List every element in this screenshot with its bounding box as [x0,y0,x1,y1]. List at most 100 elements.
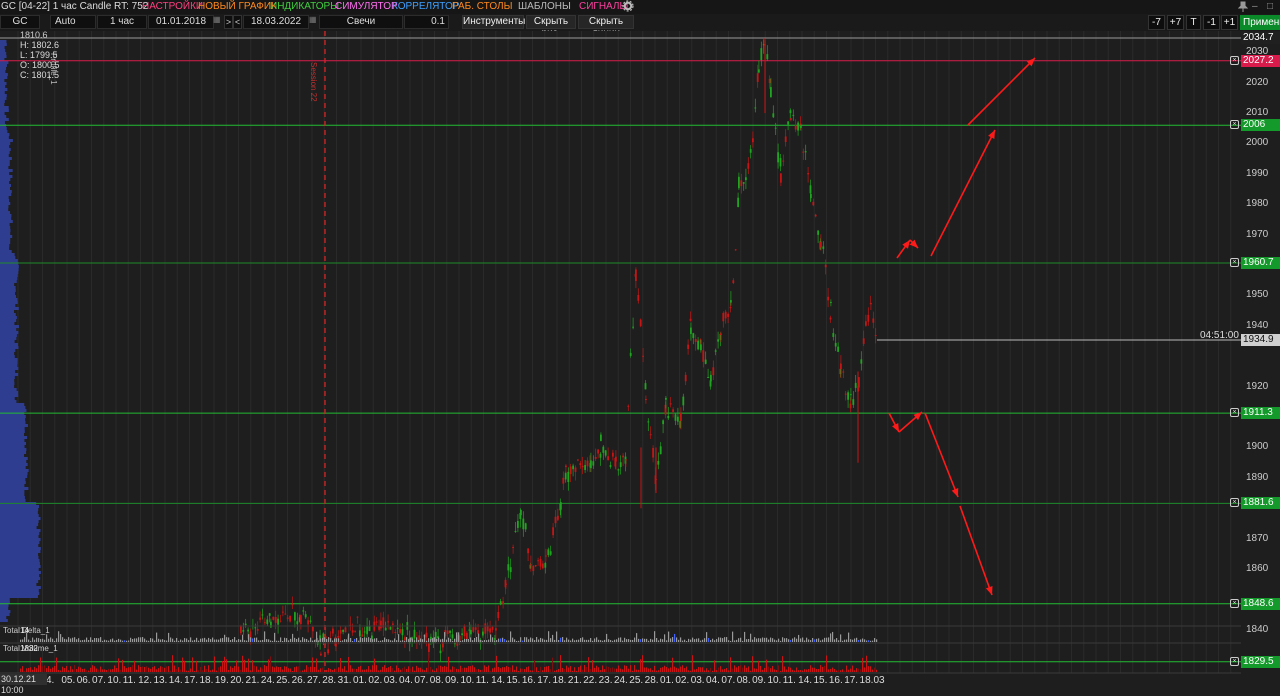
maximize-button[interactable]: □ [1267,1,1274,12]
menu-signals[interactable]: СИГНАЛЫ [579,1,629,12]
candle [754,107,757,109]
volume-bar [666,666,668,672]
volume-bar [608,666,610,672]
menu-correlator[interactable]: КОРРЕЛЯТОР [392,1,460,12]
tools-button[interactable]: Инструменты [462,15,526,29]
volume-bar [162,666,164,672]
volume-bar [862,657,864,672]
menu-indicators[interactable]: ИНДИКАТОРЫ [270,1,340,12]
delta-bar [352,640,354,642]
gear-icon[interactable] [622,0,634,16]
hide-lines-button[interactable]: Скрыть линии [578,15,634,39]
close-level-icon[interactable]: × [1230,498,1239,508]
date-to-field[interactable]: 18.03.2022 [243,15,309,29]
menu-new-chart[interactable]: НОВЫЙ ГРАФИК [198,1,277,12]
volume-bar [560,655,562,672]
close-level-icon[interactable]: × [1230,408,1239,418]
close-level-icon[interactable]: × [1230,55,1239,65]
volume-bar [350,665,352,672]
profile-bar [0,304,16,307]
close-level-icon[interactable]: × [1230,598,1239,608]
shift-back-7-button[interactable]: -7 [1148,15,1165,30]
y-tick-label: 2000 [1246,137,1269,149]
x-tick-label: 4. [46,675,55,686]
menu-templates[interactable]: ШАБЛОНЫ [518,1,571,12]
menu-simulator[interactable]: СИМУЛЯТОР [335,1,398,12]
nav-back-button[interactable]: < [233,15,242,29]
calendar-icon[interactable]: ▦ [309,15,317,24]
delta-bar [612,640,614,642]
candle [872,318,875,323]
apply-button[interactable]: Применить [1240,15,1280,30]
delta-pane-value: 14 [20,626,29,635]
delta-bar [60,634,62,642]
volume-bar [822,666,824,672]
x-tick-label: 23. [598,675,613,686]
volume-bar [84,668,86,672]
candle [547,549,550,556]
calendar-icon[interactable]: ▦ [213,15,221,24]
chart-type-select[interactable]: Свечи [319,15,403,29]
volume-bar [522,668,524,672]
volume-bar [624,665,626,672]
pin-icon[interactable] [1237,1,1249,17]
delta-bar [618,637,620,642]
volume-bar [576,670,578,672]
shift-forward-1-button[interactable]: +1 [1221,15,1238,30]
close-level-icon[interactable]: × [1230,656,1239,666]
close-level-icon[interactable]: × [1230,120,1239,130]
price-chart[interactable] [0,31,1280,685]
minimize-button[interactable]: – [1252,1,1258,12]
candle [296,621,299,625]
profile-bar [0,550,41,553]
delta-bar [148,640,150,642]
volume-bar [412,666,414,672]
volume-bar [516,666,518,672]
volume-bar [254,665,256,672]
volume-bar [554,670,556,672]
candle [247,629,249,632]
menu-workspaces[interactable]: РАБ. СТОЛЫ [452,1,513,12]
volume-bar [256,666,258,672]
symbol-field[interactable]: GC [0,15,40,29]
candle [339,630,342,634]
delta-bar [122,640,124,642]
nav-forward-button[interactable]: > [224,15,233,29]
candle [667,415,670,419]
delta-bar [222,637,224,642]
delta-bar [86,637,88,642]
shift-back-1-button[interactable]: -1 [1203,15,1220,30]
today-button[interactable]: T [1186,15,1201,30]
menu-settings[interactable]: НАСТРОЙКИ [142,1,204,12]
timeframe-select[interactable]: 1 час [97,15,147,29]
profile-bar [0,577,41,580]
scale-select[interactable]: Auto [50,15,96,29]
hide-drawings-button[interactable]: Скрыть рис. [526,15,576,39]
profile-bar [0,457,28,460]
delta-bar [206,639,208,642]
volume-bar [708,670,710,672]
profile-label: Profile_1 [49,53,58,85]
step-field[interactable]: 0.1 [404,15,449,29]
candle [442,640,444,648]
close-level-icon[interactable]: × [1230,257,1239,267]
volume-bar [494,667,496,672]
delta-bar [274,632,276,642]
delta-bar [694,639,696,642]
volume-bar [654,665,656,672]
date-from-field[interactable]: 01.01.2018 [148,15,214,29]
forecast-arrows[interactable] [888,57,1036,596]
profile-bar [0,73,8,76]
profile-bar [0,166,9,169]
profile-bar [0,511,38,514]
candle [664,404,667,415]
delta-bar [480,640,482,642]
profile-bar [0,184,12,187]
volume-bar [728,670,730,672]
delta-bar [422,639,424,642]
shift-forward-7-button[interactable]: +7 [1167,15,1184,30]
profile-bar [0,379,15,382]
delta-bar [336,638,338,642]
delta-bar [368,637,370,642]
volume-bar [34,666,36,672]
